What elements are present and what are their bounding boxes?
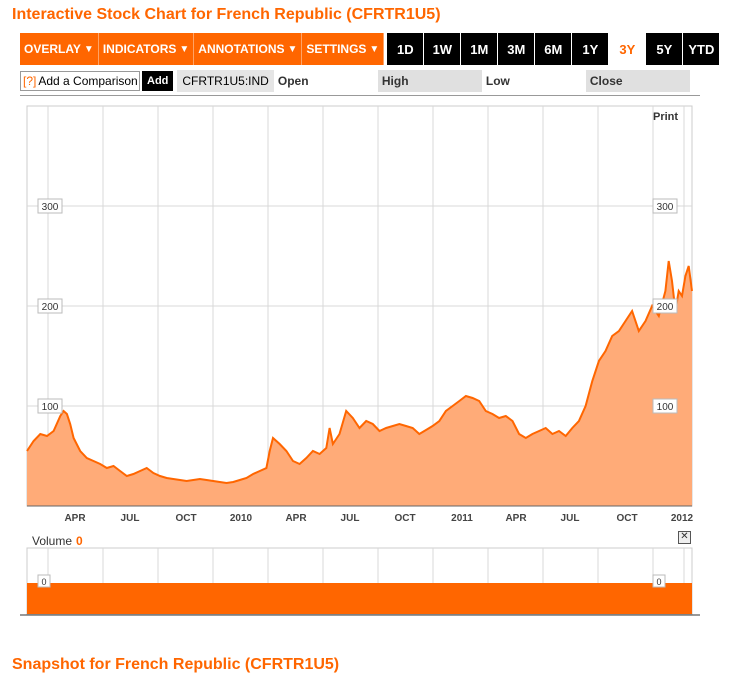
- y-tick-box: [37, 298, 63, 314]
- help-icon[interactable]: [?]: [23, 74, 37, 88]
- x-tick-label: 2010: [230, 513, 253, 524]
- page-title: Interactive Stock Chart for French Repub…: [12, 6, 441, 23]
- divider: [20, 95, 700, 96]
- y-tick-box: [37, 398, 63, 414]
- add-comparison-button[interactable]: Add: [142, 71, 174, 91]
- x-tick-label: JUL: [121, 513, 140, 524]
- y-tick-label: 100: [42, 402, 59, 413]
- y-tick-label: 300: [42, 202, 59, 213]
- chevron-down-icon: ▼: [83, 43, 94, 55]
- volume-tick-box: [652, 574, 666, 588]
- low-field: Low: [485, 74, 510, 88]
- x-tick-label: APR: [64, 513, 86, 524]
- settings-menu[interactable]: SETTINGS ▼: [302, 33, 385, 65]
- x-tick-label: OCT: [175, 513, 196, 524]
- comparison-row: [?] Add a Comparison Add CFRTR1U5:IND Ope…: [20, 70, 700, 92]
- comparison-placeholder: Add a Comparison: [38, 74, 138, 88]
- snapshot-title: Snapshot for French Republic (CFRTR1U5): [12, 656, 340, 673]
- overlay-menu-label: OVERLAY: [24, 42, 81, 56]
- x-tick-label: APR: [285, 513, 307, 524]
- volume-bars: [27, 583, 692, 614]
- range-ytd-button[interactable]: YTD: [683, 33, 720, 65]
- range-selector: 1D 1W 1M 3M 6M 1Y 3Y 5Y YTD: [386, 33, 720, 65]
- range-3m-button[interactable]: 3M: [498, 33, 535, 65]
- print-button[interactable]: Print: [653, 111, 679, 123]
- indicators-menu-label: INDICATORS: [102, 42, 177, 56]
- x-tick-label: 2012: [671, 513, 694, 524]
- chevron-down-icon: ▼: [287, 43, 298, 55]
- volume-label-text: Volume: [32, 534, 73, 548]
- y-tick-label: 200: [657, 302, 674, 313]
- volume-value: 0: [76, 534, 83, 548]
- range-1d-button[interactable]: 1D: [387, 33, 424, 65]
- settings-menu-label: SETTINGS: [306, 42, 367, 56]
- y-tick-label: 300: [657, 202, 674, 213]
- range-3y-button[interactable]: 3Y: [609, 33, 646, 65]
- overlay-menu[interactable]: OVERLAY ▼: [20, 33, 99, 65]
- chart-toolbar: OVERLAY ▼ INDICATORS ▼ ANNOTATIONS ▼ SETTIN…: [20, 33, 720, 65]
- close-icon[interactable]: ✕: [678, 531, 691, 544]
- series-area: [27, 261, 692, 506]
- x-tick-label: APR: [505, 513, 527, 524]
- y-tick-box: [652, 298, 678, 314]
- symbol-label: CFRTR1U5:IND: [177, 70, 274, 92]
- volume-tick-label: 0: [656, 577, 661, 587]
- range-5y-button[interactable]: 5Y: [646, 33, 683, 65]
- annotations-menu[interactable]: ANNOTATIONS ▼: [194, 33, 303, 65]
- close-field: Close: [585, 70, 690, 92]
- volume-tick-label: 0: [41, 577, 46, 587]
- y-tick-box: [652, 198, 678, 214]
- price-chart[interactable]: 100 100 200 200 300 300 APR JUL OCT 2010 APR JUL OCT…: [0, 96, 745, 626]
- range-1m-button[interactable]: 1M: [461, 33, 498, 65]
- chevron-down-icon: ▼: [369, 43, 380, 55]
- x-tick-label: JUL: [341, 513, 360, 524]
- series-line: [26, 260, 693, 485]
- range-1w-button[interactable]: 1W: [424, 33, 461, 65]
- x-tick-label: JUL: [561, 513, 580, 524]
- indicators-menu[interactable]: INDICATORS ▼: [98, 33, 195, 65]
- y-tick-label: 200: [42, 302, 59, 313]
- y-tick-box: [37, 198, 63, 214]
- volume-tick-box: [37, 574, 51, 588]
- comparison-input[interactable]: [?] Add a Comparison: [20, 71, 140, 91]
- high-field: High: [377, 70, 482, 92]
- annotations-menu-label: ANNOTATIONS: [198, 42, 285, 56]
- open-field: Open: [277, 74, 309, 88]
- x-tick-label: 2011: [451, 513, 473, 524]
- range-6m-button[interactable]: 6M: [535, 33, 572, 65]
- chevron-down-icon: ▼: [179, 43, 190, 55]
- y-tick-label: 100: [657, 402, 674, 413]
- volume-label: Volume 0: [32, 534, 83, 548]
- x-tick-label: OCT: [394, 513, 415, 524]
- range-1y-button[interactable]: 1Y: [572, 33, 609, 65]
- y-tick-box: [652, 398, 678, 414]
- x-tick-label: OCT: [616, 513, 637, 524]
